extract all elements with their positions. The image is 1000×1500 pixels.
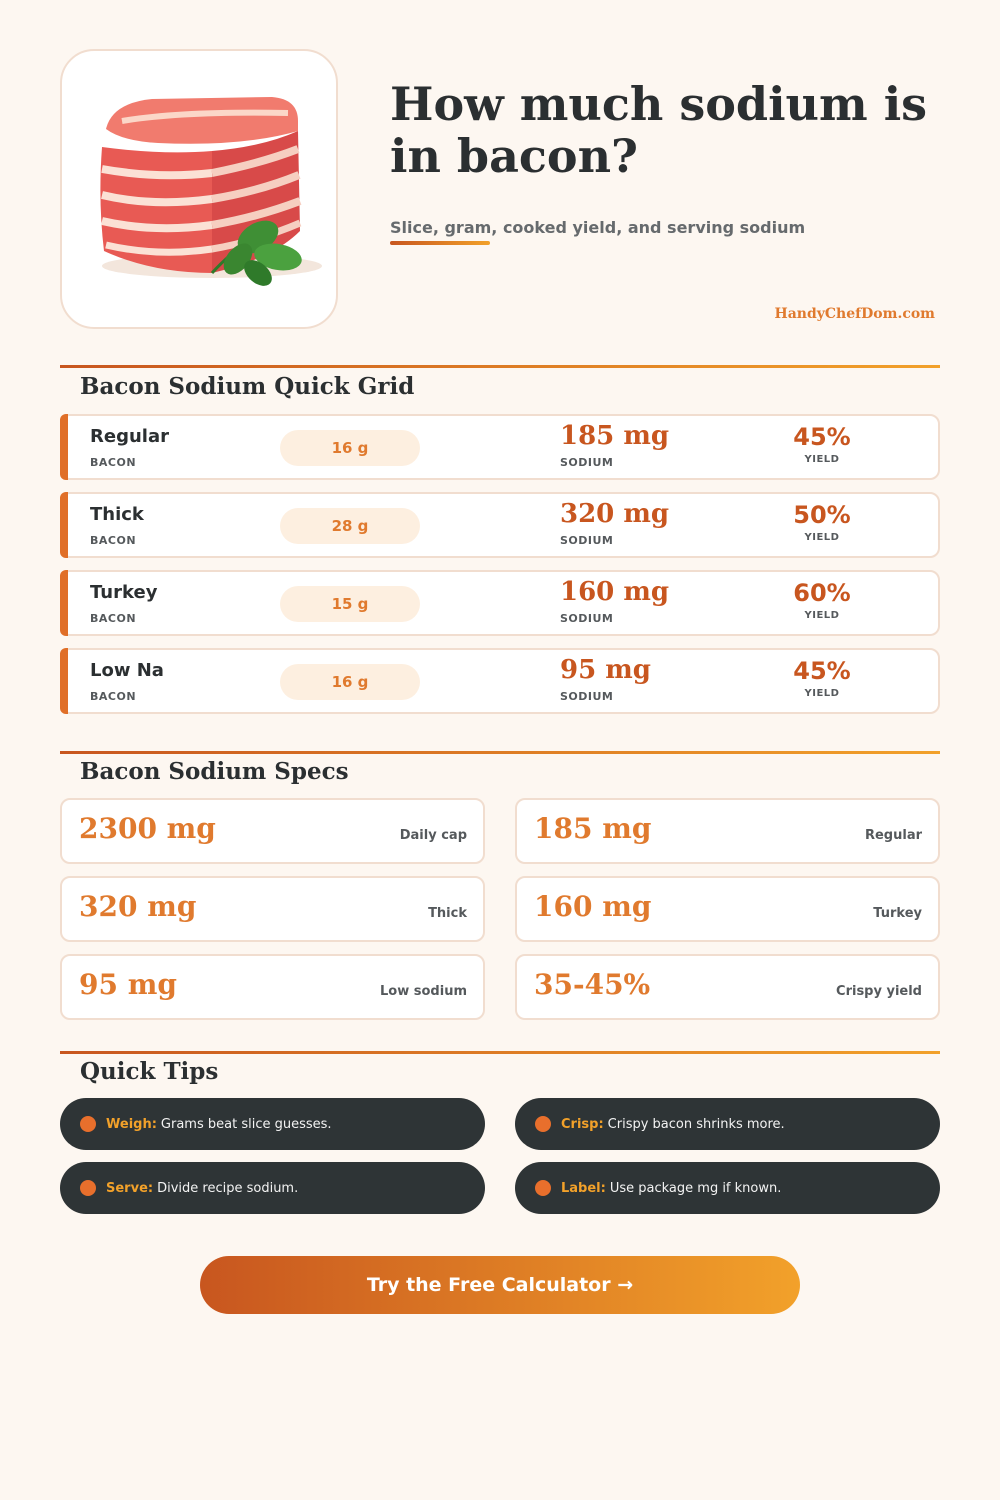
spec-value: 320 mg (79, 890, 197, 923)
sodium-value: 185 mg (560, 421, 670, 451)
yield-box: 50% YIELD (762, 499, 882, 543)
row-accent-bar (60, 414, 68, 480)
spec-value: 185 mg (534, 812, 652, 845)
row-accent-bar (60, 648, 68, 714)
yield-label: YIELD (804, 610, 840, 621)
bullet-dot-icon (535, 1116, 551, 1132)
bullet-dot-icon (535, 1180, 551, 1196)
tip-text: Divide recipe sodium. (157, 1180, 299, 1196)
sodium-value: 95 mg (560, 655, 651, 685)
specs-title: Bacon Sodium Specs (80, 758, 349, 785)
hero-image-card (60, 49, 338, 329)
row-name: Turkey (90, 582, 158, 603)
yield-value: 50% (793, 501, 851, 529)
spec-label: Low sodium (380, 984, 467, 999)
spec-value: 35-45% (534, 968, 651, 1001)
tips-title: Quick Tips (80, 1058, 219, 1085)
bullet-dot-icon (80, 1116, 96, 1132)
page-title: How much sodium is in bacon? (390, 77, 928, 183)
tip-crisp: Crisp: Crispy bacon shrinks more. (515, 1098, 940, 1150)
tip-text: Crispy bacon shrinks more. (607, 1116, 785, 1132)
row-accent-bar (60, 492, 68, 558)
yield-value: 60% (793, 579, 851, 607)
weight-pill: 16 g (280, 430, 420, 466)
tip-serve: Serve: Divide recipe sodium. (60, 1162, 485, 1214)
tip-key: Label: (561, 1180, 606, 1196)
tip-key: Weigh: (106, 1116, 157, 1132)
yield-label: YIELD (804, 532, 840, 543)
bacon-icon (100, 97, 322, 286)
tip-key: Crisp: (561, 1116, 604, 1132)
sodium-label: SODIUM (560, 612, 614, 625)
row-name: Low Na (90, 660, 164, 681)
spec-value: 2300 mg (79, 812, 216, 845)
spec-label: Thick (428, 906, 467, 921)
yield-label: YIELD (804, 688, 840, 699)
yield-label: YIELD (804, 454, 840, 465)
sodium-value: 160 mg (560, 577, 670, 607)
page-subtitle: Slice, gram, cooked yield, and serving s… (390, 218, 806, 237)
grid-row-low-na: Low Na BACON 16 g 95 mg SODIUM 45% YIELD (60, 648, 940, 714)
grid-row-regular: Regular BACON 16 g 185 mg SODIUM 45% YIE… (60, 414, 940, 480)
section-divider (60, 751, 940, 754)
sodium-label: SODIUM (560, 456, 614, 469)
tip-text: Grams beat slice guesses. (160, 1116, 332, 1132)
grid-row-thick: Thick BACON 28 g 320 mg SODIUM 50% YIELD (60, 492, 940, 558)
sodium-label: SODIUM (560, 534, 614, 547)
quick-grid-title: Bacon Sodium Quick Grid (80, 373, 415, 400)
yield-value: 45% (793, 657, 851, 685)
spec-card-thick: 320 mg Thick (60, 876, 485, 942)
grid-row-turkey: Turkey BACON 15 g 160 mg SODIUM 60% YIEL… (60, 570, 940, 636)
spec-card-crispy-yield: 35-45% Crispy yield (515, 954, 940, 1020)
yield-box: 45% YIELD (762, 655, 882, 699)
spec-label: Turkey (873, 906, 922, 921)
spec-card-daily-cap: 2300 mg Daily cap (60, 798, 485, 864)
row-type: BACON (90, 612, 137, 625)
row-type: BACON (90, 456, 137, 469)
tip-key: Serve: (106, 1180, 154, 1196)
yield-value: 45% (793, 423, 851, 451)
spec-label: Crispy yield (836, 984, 922, 999)
spec-value: 160 mg (534, 890, 652, 923)
sodium-label: SODIUM (560, 690, 614, 703)
spec-card-low-sodium: 95 mg Low sodium (60, 954, 485, 1020)
tip-weigh: Weigh: Grams beat slice guesses. (60, 1098, 485, 1150)
spec-value: 95 mg (79, 968, 177, 1001)
free-calculator-button[interactable]: Try the Free Calculator → (200, 1256, 800, 1314)
spec-card-regular: 185 mg Regular (515, 798, 940, 864)
yield-box: 45% YIELD (762, 421, 882, 465)
section-divider (60, 1051, 940, 1054)
section-divider (60, 365, 940, 368)
subtitle-underline (390, 241, 490, 245)
weight-pill: 16 g (280, 664, 420, 700)
row-type: BACON (90, 690, 137, 703)
row-type: BACON (90, 534, 137, 547)
tip-text: Use package mg if known. (609, 1180, 782, 1196)
row-name: Thick (90, 504, 144, 525)
spec-label: Regular (864, 828, 922, 843)
weight-pill: 28 g (280, 508, 420, 544)
bullet-dot-icon (80, 1180, 96, 1196)
yield-box: 60% YIELD (762, 577, 882, 621)
row-accent-bar (60, 570, 68, 636)
tip-label: Label: Use package mg if known. (515, 1162, 940, 1214)
spec-label: Daily cap (399, 828, 467, 843)
row-name: Regular (90, 426, 169, 447)
spec-card-turkey: 160 mg Turkey (515, 876, 940, 942)
weight-pill: 15 g (280, 586, 420, 622)
sodium-value: 320 mg (560, 499, 670, 529)
brand-link[interactable]: HandyChefDom.com (774, 306, 936, 322)
